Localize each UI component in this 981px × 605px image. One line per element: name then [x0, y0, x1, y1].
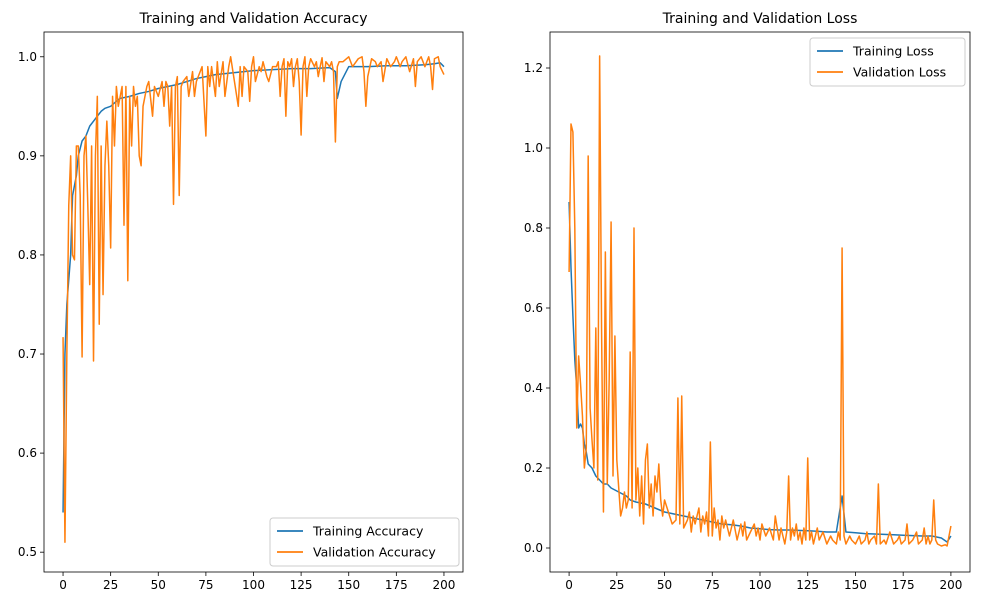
x-tick-label: 150 — [844, 578, 867, 592]
loss-chart: Training and Validation Loss 0 25 50 75 100 12… — [524, 11, 971, 592]
x-tick-label: 150 — [337, 578, 360, 592]
series-line-validation-loss — [568, 55, 952, 547]
x-tick-label: 100 — [749, 578, 772, 592]
chart-title: Training and Validation Accuracy — [139, 11, 368, 27]
legend-entry: Training Accuracy — [312, 524, 424, 539]
x-tick-label: 100 — [242, 578, 265, 592]
legend-entry: Validation Accuracy — [313, 545, 436, 560]
x-tick-label: 75 — [705, 578, 720, 592]
axes-frame — [549, 31, 971, 573]
x-tick-label: 0 — [59, 578, 67, 592]
x-tick-label: 175 — [892, 578, 915, 592]
y-tick-label: 1.0 — [524, 141, 543, 155]
y-tick-label: 0.6 — [18, 446, 37, 460]
y-tick-label: 0.9 — [18, 149, 37, 163]
x-tick-label: 175 — [385, 578, 408, 592]
x-tick-label: 200 — [939, 578, 962, 592]
series-line-training-loss — [568, 201, 952, 543]
y-tick-label: 0.2 — [524, 461, 543, 475]
legend-entry: Training Loss — [852, 44, 934, 59]
x-tick-label: 0 — [565, 578, 573, 592]
x-tick-label: 50 — [151, 578, 166, 592]
x-tick-label: 25 — [103, 578, 118, 592]
y-tick-label: 1.0 — [18, 50, 37, 64]
y-tick-label: 1.2 — [524, 61, 543, 75]
legend-box — [809, 37, 966, 87]
legend: Training Accuracy Validation Accuracy — [269, 517, 460, 567]
x-tick-label: 25 — [609, 578, 624, 592]
y-tick-label: 0.6 — [524, 301, 543, 315]
y-tick-label: 0.4 — [524, 381, 543, 395]
y-tick-label: 0.0 — [524, 541, 543, 555]
x-tick-label: 75 — [198, 578, 213, 592]
legend: Training Loss Validation Loss — [809, 37, 966, 87]
legend-box — [269, 517, 460, 567]
y-tick-label: 0.7 — [18, 347, 37, 361]
y-tick-label: 0.5 — [18, 545, 37, 559]
legend-entry: Validation Loss — [853, 65, 946, 80]
x-tick-label: 50 — [657, 578, 672, 592]
y-tick-label: 0.8 — [18, 248, 37, 262]
x-tick-label: 125 — [290, 578, 313, 592]
series-line-training-accuracy — [62, 61, 445, 513]
chart-title: Training and Validation Loss — [662, 11, 858, 27]
x-tick-label: 125 — [796, 578, 819, 592]
x-tick-label: 200 — [433, 578, 456, 592]
accuracy-chart: Training and Validation Accuracy 0 25 50 75 1… — [18, 11, 464, 592]
axes-frame — [43, 31, 464, 573]
y-tick-label: 0.8 — [524, 221, 543, 235]
series-line-validation-accuracy — [62, 56, 445, 544]
